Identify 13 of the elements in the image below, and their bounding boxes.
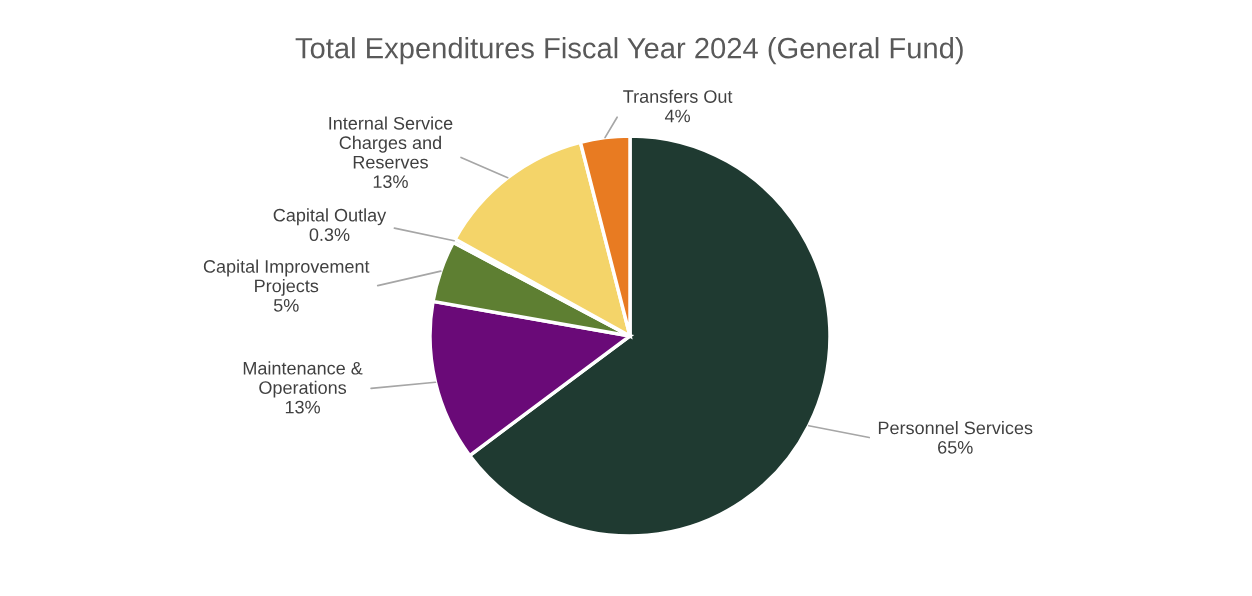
data-label: 65%	[938, 440, 973, 454]
slice-label: Transfers Out	[623, 89, 733, 103]
data-label: 13%	[373, 175, 408, 189]
data-label: 0.3%	[309, 228, 350, 242]
data-label: 4%	[664, 109, 691, 123]
data-label: 5%	[273, 299, 299, 312]
slice-label: Maintenance & Operations	[243, 361, 363, 398]
slice-label: Internal Service Charges and Reserves	[329, 116, 453, 169]
slice-label: Capital Outlay	[273, 208, 387, 226]
slice-label: Personnel Services	[878, 421, 1033, 435]
chart-title: Total Expenditures Fiscal Year 2024 (General Fund)	[295, 37, 963, 65]
data-label: 13%	[285, 400, 320, 414]
slice-label: Capital Improvement Projects	[203, 259, 370, 296]
